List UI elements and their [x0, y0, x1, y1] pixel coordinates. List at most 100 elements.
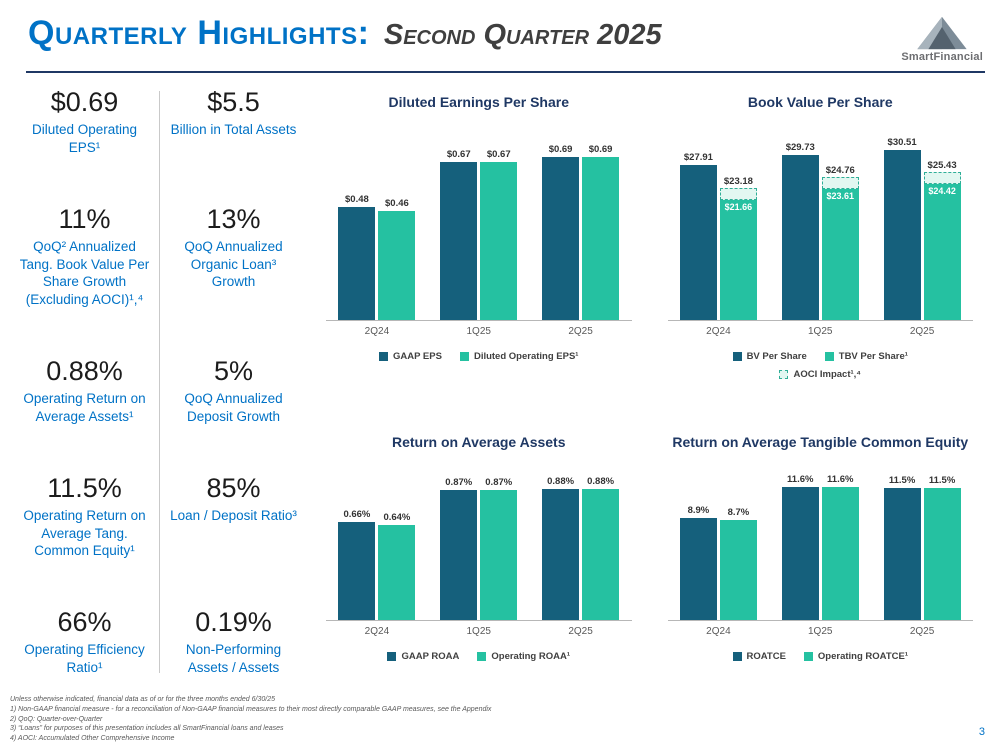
- metrics-grid: $0.69 Diluted Operating EPS¹ $5.5 Billion i…: [10, 87, 308, 677]
- bar: $0.46: [378, 198, 416, 320]
- tbv-value-label: $24.42: [928, 186, 956, 196]
- legend-item: GAAP ROAA: [387, 651, 459, 662]
- bar-value-label: $0.67: [486, 149, 511, 160]
- metric-label: QoQ Annualized Deposit Growth: [184, 391, 283, 424]
- bar-value-label: $30.51: [887, 137, 917, 148]
- bar: 8.9%: [679, 505, 717, 620]
- bar-value-label: $25.43: [927, 160, 957, 171]
- bar-group: 0.66% 0.64%: [338, 509, 416, 620]
- plot-cell: $29.73 $24.76 $23.61: [769, 131, 871, 320]
- bar-group: 0.87% 0.87%: [440, 477, 518, 620]
- legend-swatch-dark: [379, 352, 389, 361]
- chart-roatce: Return on Average Tangible Common Equity…: [656, 409, 986, 677]
- tbv-bar-segment: $23.61: [821, 189, 859, 320]
- legend-label: GAAP ROAA: [401, 651, 460, 662]
- bar: $0.67: [440, 149, 478, 320]
- legend-label: ROATCE: [746, 651, 786, 662]
- footnote-line: 1) Non-GAAP financial measure - for a re…: [10, 705, 492, 713]
- bar-value-label: $29.73: [785, 142, 815, 153]
- chart-x-axis: 2Q24 1Q25 2Q25: [668, 321, 974, 337]
- title-divider: [26, 71, 985, 73]
- bar-value-label: 8.9%: [687, 505, 710, 516]
- bar-value-label: $23.18: [723, 176, 753, 187]
- bar-value-label: 0.87%: [445, 477, 473, 488]
- x-axis-label: 2Q25: [909, 626, 935, 637]
- metric-value: $0.69: [50, 87, 119, 117]
- bar-value-label: $0.69: [548, 144, 573, 155]
- metric-tile: 5% QoQ Annualized Deposit Growth: [159, 356, 308, 426]
- metric-label: QoQ Annualized Organic Loan³ Growth: [184, 238, 283, 290]
- metric-label: Non-Performing Assets / Assets: [185, 642, 282, 676]
- plot-cell: 0.87% 0.87%: [428, 471, 530, 620]
- x-axis-label: 2Q25: [568, 326, 593, 337]
- bar-value-label: $0.48: [345, 194, 369, 205]
- metric-tile: 11% QoQ² Annualized Tang. Book Value Per …: [10, 204, 159, 309]
- x-axis-label: 2Q24: [706, 626, 731, 637]
- x-axis-label: 2Q25: [909, 326, 935, 337]
- metric-tile: 66% Operating Efficiency Ratio¹: [10, 607, 159, 677]
- bar-value-label: 11.5%: [888, 475, 916, 486]
- chart-legend: GAAP EPS Diluted Operating EPS¹: [379, 351, 578, 362]
- aoci-impact-segment: $24.76: [821, 165, 859, 189]
- bar: $30.51: [883, 137, 921, 320]
- legend-label: Operating ROAA¹: [491, 651, 571, 662]
- metric-label: Loan / Deposit Ratio³: [170, 507, 297, 523]
- legend-item: Operating ROATCE¹: [803, 651, 908, 662]
- chart-x-axis: 2Q24 1Q25 2Q25: [668, 621, 974, 637]
- metric-value: 11%: [58, 203, 111, 234]
- bar: 0.66%: [338, 509, 376, 620]
- page-title-sub: Second Quarter 2025: [383, 19, 662, 51]
- x-axis-label: 1Q25: [466, 326, 491, 337]
- bar-group: $27.91 $23.18 $21.66: [679, 152, 757, 320]
- chart-plot: 0.66% 0.64% 0.87% 0.87% 0.88% 0.88%: [326, 471, 632, 621]
- slide-header: Quarterly Highlights: Second Quarter 202…: [0, 0, 999, 63]
- legend-item: AOCI Impact¹,⁴: [779, 369, 861, 380]
- legend-item: Diluted Operating EPS¹: [459, 351, 578, 362]
- metric-value: 13%: [206, 203, 261, 234]
- footnote-line: 3) “Loans” for purposes of this presenta…: [10, 725, 284, 733]
- chart-legend: GAAP ROAA Operating ROAA¹: [387, 651, 570, 662]
- metric-tile: $5.5 Billion in Total Assets: [159, 87, 308, 139]
- bar-group: 11.5% 11.5%: [883, 475, 961, 620]
- chart-title: Return on Average Tangible Common Equity: [672, 433, 969, 450]
- metric-label: Operating Return on Average Assets¹: [23, 391, 146, 424]
- bar: $29.73: [781, 142, 819, 320]
- plot-cell: $27.91 $23.18 $21.66: [668, 131, 770, 320]
- bar-value-label: 11.5%: [928, 475, 956, 486]
- bar-value-label: 0.66%: [343, 509, 371, 520]
- bar-group: 0.88% 0.88%: [542, 476, 620, 620]
- bar-value-label: 11.6%: [827, 474, 854, 485]
- metric-value: 66%: [57, 607, 112, 638]
- tbv-aoci-bar: $25.43 $24.42: [923, 160, 961, 320]
- plot-cell: $0.67 $0.67: [428, 131, 530, 320]
- metric-label: Operating Efficiency Ratio¹: [24, 642, 145, 676]
- metric-tile: 0.19% Non-Performing Assets / Assets: [159, 607, 308, 677]
- legend-label: AOCI Impact¹,⁴: [793, 369, 861, 380]
- plot-cell: 8.9% 8.7%: [668, 471, 770, 620]
- bar: $0.69: [542, 144, 580, 320]
- bar-value-label: $24.76: [825, 165, 855, 176]
- bar-value-label: 0.87%: [485, 477, 513, 488]
- bar-value-label: 8.7%: [727, 507, 750, 518]
- bar-value-label: 0.88%: [587, 476, 615, 487]
- bar-group: $29.73 $24.76 $23.61: [781, 142, 859, 320]
- legend-swatch-dark: [732, 652, 742, 661]
- legend-swatch-green: [824, 352, 834, 361]
- x-axis-label: 2Q25: [568, 626, 593, 637]
- tbv-value-label: $23.61: [826, 191, 854, 201]
- charts-grid: Diluted Earnings Per Share $0.48 $0.46 $0.…: [308, 87, 991, 677]
- page-title-main: Quarterly Highlights:: [28, 14, 370, 52]
- plot-cell: $0.48 $0.46: [326, 131, 428, 320]
- x-axis-label: 1Q25: [808, 326, 833, 337]
- tbv-aoci-bar: $23.18 $21.66: [719, 176, 757, 320]
- plot-cell: $0.69 $0.69: [530, 131, 632, 320]
- metric-tile: 13% QoQ Annualized Organic Loan³ Growth: [159, 204, 308, 291]
- legend-label: GAAP EPS: [393, 351, 442, 362]
- bar: 8.7%: [719, 507, 757, 620]
- chart-title: Book Value Per Share: [747, 93, 893, 110]
- bar-group: 11.6% 11.6%: [781, 474, 859, 620]
- bar: 0.64%: [378, 512, 416, 620]
- x-axis-label: 2Q24: [364, 326, 390, 337]
- aoci-impact-segment: $23.18: [719, 176, 757, 200]
- slide-content: $0.69 Diluted Operating EPS¹ $5.5 Billion i…: [0, 73, 999, 677]
